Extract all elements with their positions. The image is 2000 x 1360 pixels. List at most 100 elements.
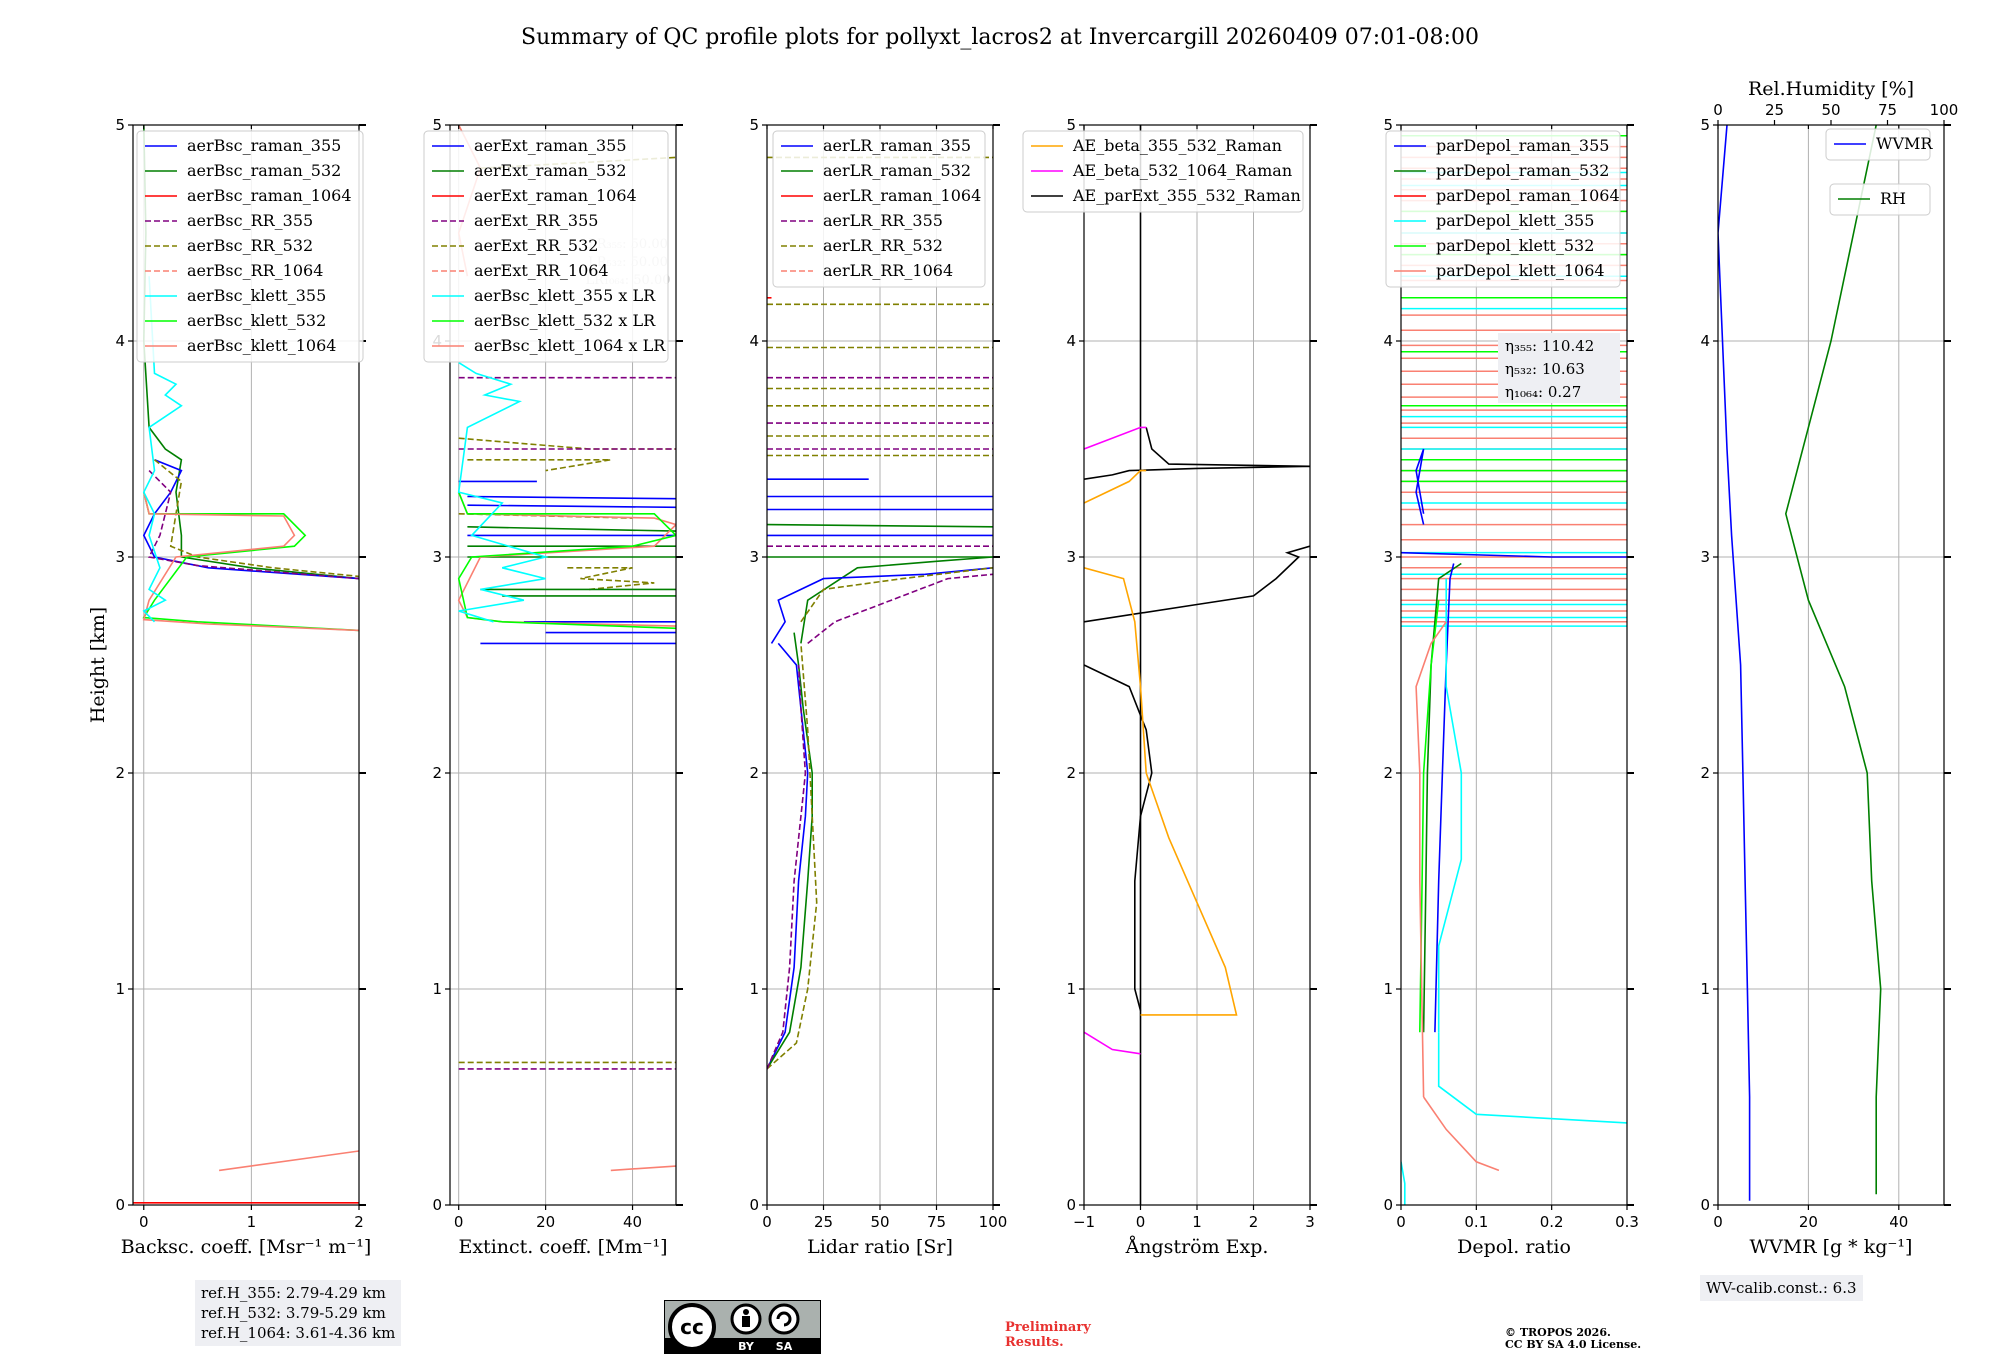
- legend-ae: [1022, 130, 1304, 213]
- preliminary-results-note: Preliminary Results.: [1005, 1320, 1091, 1350]
- plot-area-lr: [767, 156, 993, 1070]
- series-line: [1084, 426, 1147, 450]
- cc-by-sa-badge: cc BY SA: [664, 1300, 821, 1354]
- series-line: [142, 459, 359, 580]
- x-axis-label: WVMR [g * kg⁻¹]: [1750, 1236, 1913, 1258]
- x-tick-label: −1: [1073, 1213, 1095, 1231]
- series-line: [1084, 1031, 1141, 1055]
- plot-area-ext: [457, 125, 676, 1172]
- series-line: [1718, 125, 1751, 1201]
- y-tick-label: 4: [115, 332, 125, 350]
- series-line: [767, 664, 807, 1070]
- x-tick-label: 20: [1799, 1213, 1818, 1231]
- x-tick-label: 0: [1713, 1213, 1723, 1231]
- panel-bsc: 0 1 2 0 1 2 3 4 5 Backsc. coeff. [Msr⁻¹ m⁻¹] Heigh…: [87, 116, 371, 1258]
- series-line: [457, 491, 676, 630]
- copyright-line-2: CC BY SA 4.0 License.: [1505, 1338, 1642, 1351]
- y-tick-label: 1: [432, 980, 442, 998]
- series-line: [1084, 567, 1238, 1016]
- figure-title: Summary of QC profile plots for pollyxt_…: [521, 25, 1479, 50]
- x-tick-label: 100: [979, 1213, 1008, 1231]
- legend-label: aerBsc_klett_355: [187, 286, 326, 305]
- legend-label: parDepol_klett_1064: [1436, 261, 1605, 280]
- series-line: [767, 642, 809, 1070]
- ref-height-355: ref.H_355: 2.79-4.29 km: [201, 1284, 386, 1302]
- plot-area-bsc: [133, 125, 359, 1204]
- y-tick-label: 3: [432, 548, 442, 566]
- legend-bsc: [136, 130, 364, 363]
- series-line: [1784, 125, 1882, 1195]
- x-tick-label: 20: [536, 1213, 555, 1231]
- y-axis-label: Height [km]: [87, 607, 109, 723]
- y-tick-label: 3: [1700, 548, 1710, 566]
- legend-label: aerExt_RR_355: [474, 211, 598, 230]
- series-line: [467, 526, 676, 532]
- series-line: [1145, 427, 1310, 468]
- y-tick-label: 2: [432, 764, 442, 782]
- x-axis-label: Ångström Exp.: [1125, 1236, 1269, 1258]
- x-tick-label: 0: [139, 1213, 149, 1231]
- y-tick-label: 2: [1066, 764, 1076, 782]
- x-tick-label: 0: [454, 1213, 464, 1231]
- series-line: [1437, 578, 1463, 1033]
- top-axis-label: Rel.Humidity [%]: [1748, 78, 1914, 100]
- top-tick-label: 0: [1713, 101, 1723, 119]
- series-line: [800, 567, 993, 623]
- y-tick-label: 5: [1383, 116, 1393, 134]
- y-tick-label: 5: [749, 116, 759, 134]
- series-line: [467, 459, 611, 472]
- badge-sa-label: SA: [776, 1340, 793, 1353]
- series-line: [1084, 664, 1153, 1011]
- series-line: [1415, 448, 1425, 525]
- y-tick-label: 3: [115, 548, 125, 566]
- legend-label: WVMR: [1876, 134, 1933, 153]
- x-axis-label: Depol. ratio: [1457, 1236, 1571, 1258]
- legend-label: aerBsc_klett_532: [187, 311, 326, 330]
- y-tick-label: 1: [1700, 980, 1710, 998]
- panel-lr: 0 25 50 75 100 0 1 2 3 4 5 Lidar ratio [Sr] aerLR_ra…: [749, 116, 1007, 1258]
- series-line: [1422, 562, 1462, 1033]
- copyright-line-1: © TROPOS 2026.: [1505, 1326, 1611, 1339]
- eta-label: η₁₀₆₄: 0.27: [1505, 383, 1581, 401]
- preliminary-line-2: Results.: [1005, 1335, 1064, 1350]
- legend-wvmr: [1825, 128, 1931, 161]
- y-tick-label: 1: [115, 980, 125, 998]
- y-tick-label: 4: [1700, 332, 1710, 350]
- y-tick-label: 4: [1383, 332, 1393, 350]
- legend-label: aerBsc_RR_355: [187, 211, 313, 230]
- cc-icon: [668, 1303, 716, 1351]
- legend-label: parDepol_raman_532: [1436, 161, 1609, 180]
- preliminary-line-1: Preliminary: [1005, 1320, 1091, 1335]
- axes-frame: [1717, 124, 1945, 1206]
- legend-label: aerBsc_RR_1064: [187, 261, 323, 280]
- legend-label: AE_beta_355_532_Raman: [1072, 136, 1282, 155]
- legend-label: aerBsc_klett_1064: [187, 336, 336, 355]
- series-line: [218, 1150, 359, 1172]
- top-tick-label: 100: [1930, 101, 1959, 119]
- y-tick-label: 5: [115, 116, 125, 134]
- series-line: [767, 643, 818, 1070]
- series-line: [142, 492, 359, 632]
- y-tick-label: 2: [749, 764, 759, 782]
- legend-ext: [423, 130, 669, 363]
- y-tick-label: 4: [749, 332, 759, 350]
- y-tick-label: 0: [749, 1196, 759, 1214]
- legend-label: aerLR_RR_1064: [823, 261, 953, 280]
- series-line: [457, 361, 549, 623]
- y-tick-label: 2: [1700, 764, 1710, 782]
- x-tick-label: 2: [354, 1213, 364, 1231]
- x-tick-label: 0: [1396, 1213, 1406, 1231]
- panel-ext: 02040012345Extinct. coeff. [Mm⁻¹]LR₃₅₅: …: [423, 116, 683, 1258]
- legend-label: aerBsc_RR_532: [187, 236, 313, 255]
- eta-label: η₃₅₅: 110.42: [1505, 337, 1594, 355]
- y-tick-label: 0: [1700, 1196, 1710, 1214]
- x-tick-label: 0: [1136, 1213, 1146, 1231]
- x-tick-label: 0: [762, 1213, 772, 1231]
- plot-area-depol: [1401, 135, 1627, 1205]
- axes-frame: [1400, 124, 1628, 1206]
- x-tick-label: 0.3: [1615, 1213, 1639, 1231]
- y-tick-label: 0: [1383, 1196, 1393, 1214]
- series-line: [1434, 563, 1455, 1033]
- series-line: [153, 459, 359, 578]
- share-alike-icon: [768, 1303, 800, 1335]
